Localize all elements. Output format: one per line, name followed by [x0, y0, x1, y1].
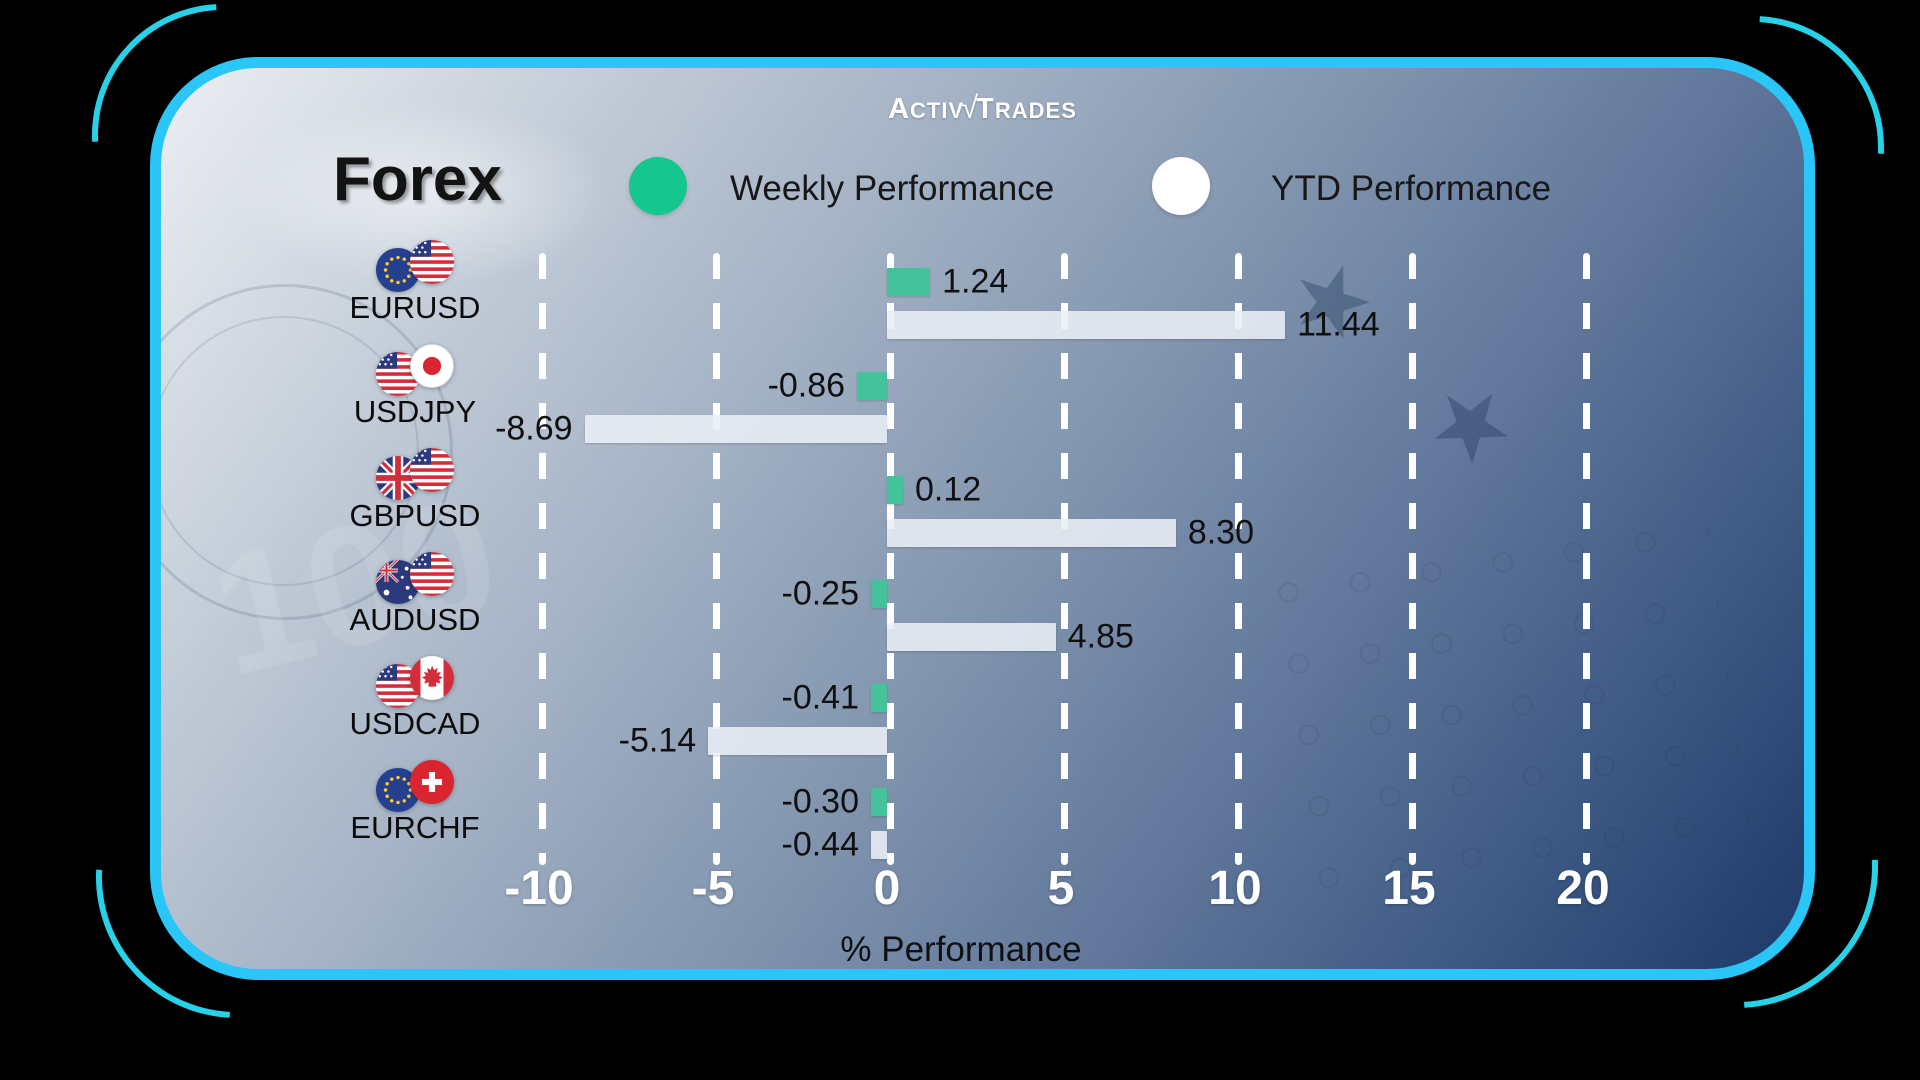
page-title: Forex — [333, 145, 502, 214]
flag-pair-eurusd — [369, 238, 461, 294]
pair-label: EURCHF — [350, 810, 480, 845]
x-axis-label: % Performance — [840, 930, 1082, 969]
flag-pair-audusd — [369, 550, 461, 606]
flag-pair-gbpusd — [369, 446, 461, 502]
x-tick: -10 — [504, 862, 574, 915]
ytd-bar — [708, 727, 887, 755]
weekly-bar — [887, 268, 931, 296]
ytd-bar — [584, 415, 887, 443]
pair-label: USDCAD — [349, 706, 481, 741]
weekly-legend-dot-icon — [629, 157, 687, 215]
quote-flag-icon — [409, 655, 455, 701]
logo-check-icon: √ — [961, 90, 980, 125]
gridline-15 — [1409, 253, 1416, 865]
weekly-value-label: -0.25 — [781, 574, 860, 613]
x-tick: 20 — [1556, 862, 1610, 915]
x-tick: 15 — [1382, 862, 1436, 915]
ytd-value-label: -8.69 — [495, 409, 573, 448]
ytd-bar — [887, 519, 1176, 547]
weekly-legend-label: Weekly Performance — [730, 169, 1055, 208]
pair-label: USDJPY — [353, 394, 477, 429]
quote-flag-icon — [409, 447, 455, 493]
weekly-value-label: -0.30 — [781, 782, 860, 821]
x-tick: 5 — [1047, 862, 1075, 915]
logo-text: RADES — [994, 98, 1077, 123]
gridline-0 — [887, 253, 894, 865]
infographic-card: 100 ★ ★ ACTIV√TRADES Forex Weekly Perfor… — [150, 57, 1815, 980]
x-tick: 0 — [873, 862, 901, 915]
ytd-bar — [887, 623, 1056, 651]
weekly-bar — [871, 684, 887, 712]
logo-text: A — [888, 93, 911, 125]
weekly-value-label: 1.24 — [942, 262, 1009, 301]
pair-label: EURUSD — [349, 290, 481, 325]
ytd-value-label: -0.44 — [781, 825, 860, 864]
weekly-value-label: 0.12 — [915, 470, 982, 509]
ytd-legend-label: YTD Performance — [1271, 169, 1552, 208]
ytd-bar — [887, 311, 1286, 339]
ytd-legend-dot-icon — [1152, 157, 1210, 215]
weekly-value-label: -0.86 — [767, 366, 846, 405]
quote-flag-icon — [409, 343, 455, 389]
bar-chart: EURUSD USDJPY GBPUSD AUDUSD USDCAD EURCH… — [161, 68, 1804, 969]
ytd-value-label: 4.85 — [1067, 617, 1134, 656]
logo-text: CTIV — [910, 98, 965, 123]
pair-label: GBPUSD — [349, 498, 481, 533]
weekly-bar — [887, 476, 903, 504]
x-tick: -5 — [691, 862, 735, 915]
pair-label: AUDUSD — [349, 602, 481, 637]
gridline-5 — [1061, 253, 1068, 865]
gridline--5 — [713, 253, 720, 865]
ytd-value-label: -5.14 — [618, 721, 697, 760]
gridline-20 — [1583, 253, 1590, 865]
ytd-value-label: 8.30 — [1187, 513, 1255, 552]
base-flag-icon — [375, 247, 421, 293]
ytd-bar — [871, 831, 887, 859]
quote-flag-icon — [409, 551, 455, 597]
flag-pair-usdjpy — [369, 342, 461, 398]
activtrades-logo: ACTIV√TRADES — [161, 90, 1804, 126]
base-flag-icon — [375, 767, 421, 813]
quote-flag-icon — [409, 239, 455, 285]
weekly-bar — [871, 580, 887, 608]
weekly-bar — [871, 788, 887, 816]
ytd-value-label: 11.44 — [1297, 305, 1380, 344]
flag-pair-eurchf — [369, 758, 461, 814]
x-tick: 10 — [1208, 862, 1262, 915]
weekly-bar — [857, 372, 887, 400]
quote-flag-icon — [409, 759, 455, 805]
gridline-10 — [1235, 253, 1242, 865]
logo-text: T — [976, 93, 995, 125]
flag-pair-usdcad — [369, 654, 461, 710]
gridline--10 — [539, 253, 546, 865]
weekly-value-label: -0.41 — [781, 678, 860, 717]
